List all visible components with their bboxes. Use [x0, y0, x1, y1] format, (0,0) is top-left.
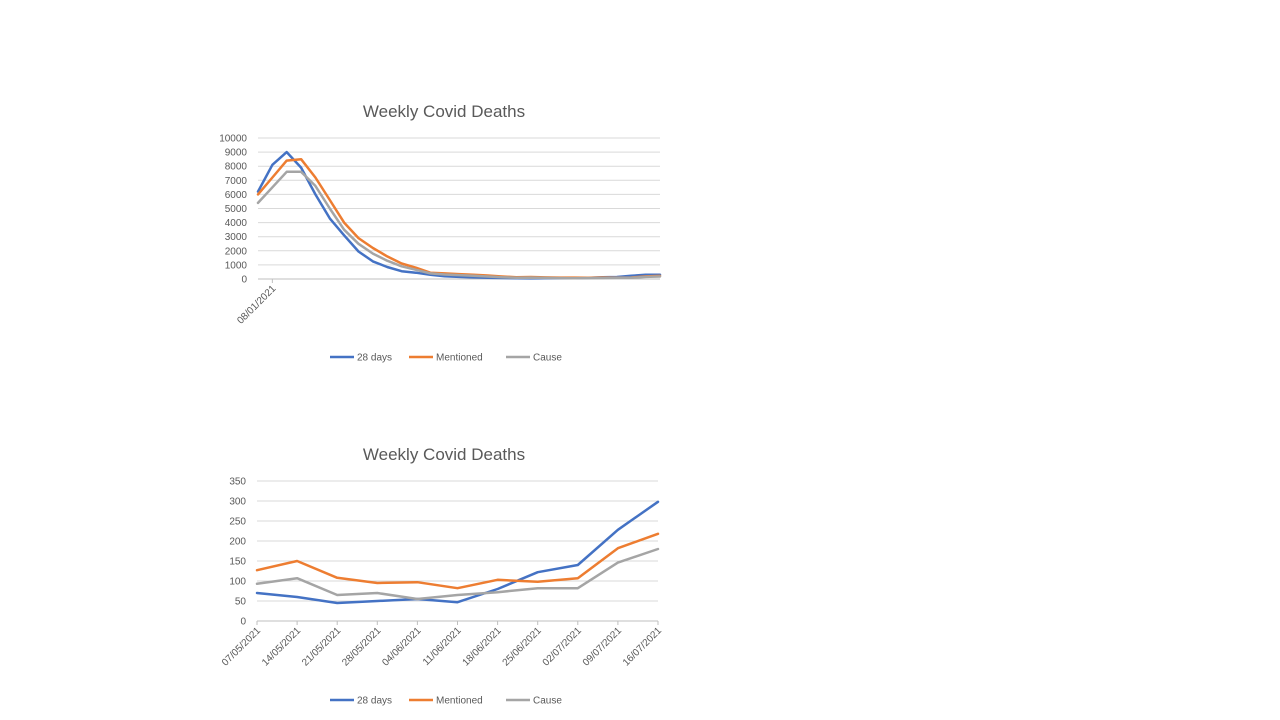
y-tick-label: 2000 — [225, 246, 248, 257]
y-tick-label: 6000 — [225, 190, 248, 201]
y-tick-label: 4000 — [225, 218, 248, 229]
x-tick-label: 08/01/2021 — [235, 283, 278, 326]
y-tick-label: 150 — [229, 557, 246, 568]
y-tick-label: 5000 — [225, 204, 248, 215]
series-line-28-days — [255, 500, 660, 605]
chart-weekly-covid-deaths-recent: Weekly Covid Deaths 0 50 100 150 200 250 300 35… — [220, 445, 664, 707]
y-tick-label: 300 — [229, 497, 246, 508]
series-line-cause — [256, 170, 662, 280]
x-tick-label: 09/07/2021 — [581, 625, 624, 668]
series-lines — [255, 500, 660, 605]
legend-label: Cause — [533, 696, 562, 707]
x-axis-tick-labels: 07/05/202114/05/202121/05/202128/05/2021… — [220, 621, 664, 669]
y-axis-tick-labels: 0 50 100 150 200 250 300 350 — [229, 477, 246, 628]
legend-label: 28 days — [357, 353, 392, 364]
x-tick-label: 07/05/2021 — [220, 625, 263, 668]
legend-label: Mentioned — [436, 696, 483, 707]
y-tick-label: 100 — [229, 577, 246, 588]
legend: 28 days Mentioned Cause — [330, 696, 562, 707]
x-tick-label: 14/05/2021 — [260, 625, 303, 668]
x-tick-label: 02/07/2021 — [541, 625, 584, 668]
x-tick-label: 21/05/2021 — [300, 625, 343, 668]
x-tick-label: 18/06/2021 — [461, 625, 504, 668]
y-tick-label: 10000 — [219, 134, 247, 145]
y-tick-label: 200 — [229, 537, 246, 548]
series-lines — [256, 150, 662, 280]
y-tick-label: 9000 — [225, 148, 248, 159]
series-line-cause — [255, 547, 660, 601]
legend-label: 28 days — [357, 696, 392, 707]
x-axis-tick-labels: 08/01/2021 — [235, 279, 279, 327]
y-axis-tick-labels: 0 1000 2000 3000 4000 5000 6000 7000 8000 9000 100… — [219, 134, 247, 286]
series-line-mentioned — [256, 157, 662, 280]
y-tick-label: 3000 — [225, 232, 248, 243]
x-tick-label: 16/07/2021 — [621, 625, 664, 668]
x-tick-label: 28/05/2021 — [340, 625, 383, 668]
chart-title: Weekly Covid Deaths — [363, 445, 525, 464]
y-tick-label: 7000 — [225, 176, 248, 187]
legend: 28 days Mentioned Cause — [330, 353, 562, 364]
series-line-mentioned — [255, 532, 660, 590]
legend-label: Mentioned — [436, 353, 483, 364]
x-tick-label: 11/06/2021 — [421, 625, 464, 668]
y-tick-label: 0 — [240, 617, 246, 628]
y-tick-label: 1000 — [225, 260, 248, 271]
chart-weekly-covid-deaths-full: Weekly Covid Deaths 0 1000 2000 3000 4000 500… — [219, 102, 662, 364]
y-tick-label: 250 — [229, 517, 246, 528]
x-tick-label: 25/06/2021 — [501, 625, 544, 668]
gridlines — [258, 137, 660, 280]
x-tick-label: 04/06/2021 — [380, 625, 423, 668]
y-tick-label: 0 — [241, 275, 247, 286]
chart-title: Weekly Covid Deaths — [363, 102, 525, 121]
series-line-28-days — [256, 150, 662, 280]
y-tick-label: 50 — [235, 597, 247, 608]
y-tick-label: 8000 — [225, 162, 248, 173]
legend-label: Cause — [533, 353, 562, 364]
y-tick-label: 350 — [229, 477, 246, 488]
